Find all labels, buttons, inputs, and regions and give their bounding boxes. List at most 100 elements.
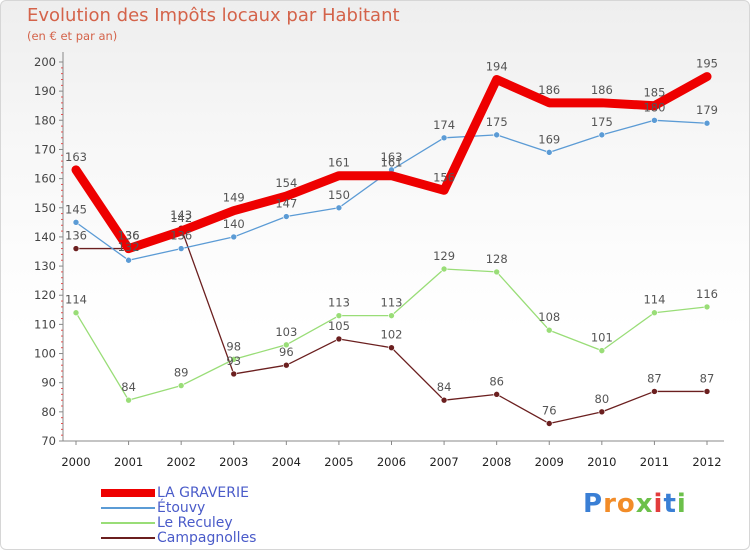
legend-item: Campagnolles (101, 530, 256, 546)
x-tick-label: 2008 (482, 455, 511, 469)
data-label: 136 (65, 229, 87, 243)
data-label: 150 (328, 188, 350, 202)
data-label: 161 (328, 156, 350, 170)
data-label: 186 (591, 83, 613, 97)
data-label: 140 (223, 217, 245, 231)
data-point (72, 245, 80, 252)
data-label: 102 (381, 328, 403, 342)
data-label: 145 (65, 202, 87, 216)
x-tick-label: 2005 (324, 455, 353, 469)
x-tick-label: 2009 (535, 455, 564, 469)
logo-letter: o (616, 489, 636, 519)
data-label: 154 (275, 176, 297, 190)
data-label: 163 (381, 150, 403, 164)
x-tick-label: 2002 (167, 455, 196, 469)
data-label: 136 (118, 229, 140, 243)
legend-swatch (101, 537, 155, 539)
data-label: 86 (489, 374, 504, 388)
data-label: 142 (170, 211, 192, 225)
data-point (230, 370, 238, 378)
x-tick-label: 2004 (272, 455, 301, 469)
data-label: 156 (433, 170, 455, 184)
data-label: 161 (381, 156, 403, 170)
chart-subtitle: (en € et par an) (27, 29, 118, 43)
data-point (72, 219, 80, 226)
legend-label: Le Reculey (157, 515, 233, 531)
legend-item: Le Reculey (101, 515, 233, 531)
y-tick-label: 150 (34, 201, 56, 215)
data-point (493, 268, 500, 276)
data-point (703, 388, 711, 395)
y-tick-label: 200 (34, 55, 56, 69)
data-point (545, 420, 553, 427)
data-label: 169 (538, 132, 560, 146)
data-label: 103 (275, 325, 297, 339)
data-point (230, 233, 238, 241)
data-label: 87 (700, 371, 715, 385)
y-tick-label: 160 (34, 172, 56, 186)
data-label: 116 (696, 287, 718, 301)
x-tick-label: 2003 (219, 455, 248, 469)
data-point (440, 265, 448, 273)
data-label: 87 (647, 371, 662, 385)
data-label: 98 (226, 339, 241, 353)
legend-swatch (101, 507, 155, 509)
data-label: 113 (328, 296, 350, 310)
y-tick-label: 130 (34, 259, 56, 273)
y-tick-label: 140 (34, 230, 56, 244)
legend-label: Campagnolles (157, 530, 257, 546)
logo-letter: t (663, 489, 677, 519)
logo-letter: x (635, 489, 654, 519)
data-point (283, 213, 290, 220)
series-line-campagnolles (75, 227, 708, 425)
data-label: 128 (486, 252, 508, 266)
data-label: 80 (595, 392, 610, 406)
legend-item: Étouvy (101, 500, 205, 516)
y-tick-label: 110 (34, 317, 56, 331)
data-point (703, 119, 711, 127)
data-label: 93 (226, 354, 241, 368)
x-tick-label: 2012 (692, 455, 721, 469)
y-tick-label: 90 (41, 376, 56, 390)
y-tick-label: 120 (34, 288, 56, 302)
data-label: 179 (696, 103, 718, 117)
data-label: 136 (118, 229, 140, 243)
data-label: 195 (696, 57, 718, 71)
data-label: 136 (170, 229, 192, 243)
y-tick-label: 170 (34, 142, 56, 156)
legend-label: Étouvy (157, 500, 206, 516)
data-label: 84 (437, 380, 452, 394)
y-tick-label: 70 (41, 434, 56, 448)
logo-letter: r (603, 489, 617, 519)
data-label: 108 (538, 310, 560, 324)
y-tick-label: 180 (34, 113, 56, 127)
data-label: 129 (433, 249, 455, 263)
x-tick-label: 2006 (377, 455, 406, 469)
x-tick-label: 2010 (587, 455, 616, 469)
chart-title: Evolution des Impôts locaux par Habitant (27, 5, 400, 26)
data-label: 96 (279, 345, 294, 359)
x-tick-label: 2007 (429, 455, 458, 469)
data-point (177, 245, 185, 252)
data-point (72, 309, 80, 317)
data-point (335, 335, 343, 343)
data-point (545, 149, 553, 156)
data-point (230, 356, 238, 363)
data-label: 143 (170, 208, 192, 222)
legend-label: LA GRAVERIE (157, 485, 249, 501)
logo-letter: i (676, 489, 687, 519)
y-tick-label: 100 (34, 347, 56, 361)
data-point (440, 134, 448, 142)
data-point (335, 312, 343, 319)
data-point (703, 303, 711, 311)
data-label: 84 (121, 380, 136, 394)
data-point (388, 344, 395, 352)
data-point (651, 117, 658, 124)
data-point (598, 408, 606, 416)
legend-swatch (101, 489, 155, 497)
data-point (651, 388, 658, 395)
y-tick-label: 190 (34, 84, 56, 98)
data-label: 132 (118, 240, 140, 254)
data-point (493, 391, 500, 398)
